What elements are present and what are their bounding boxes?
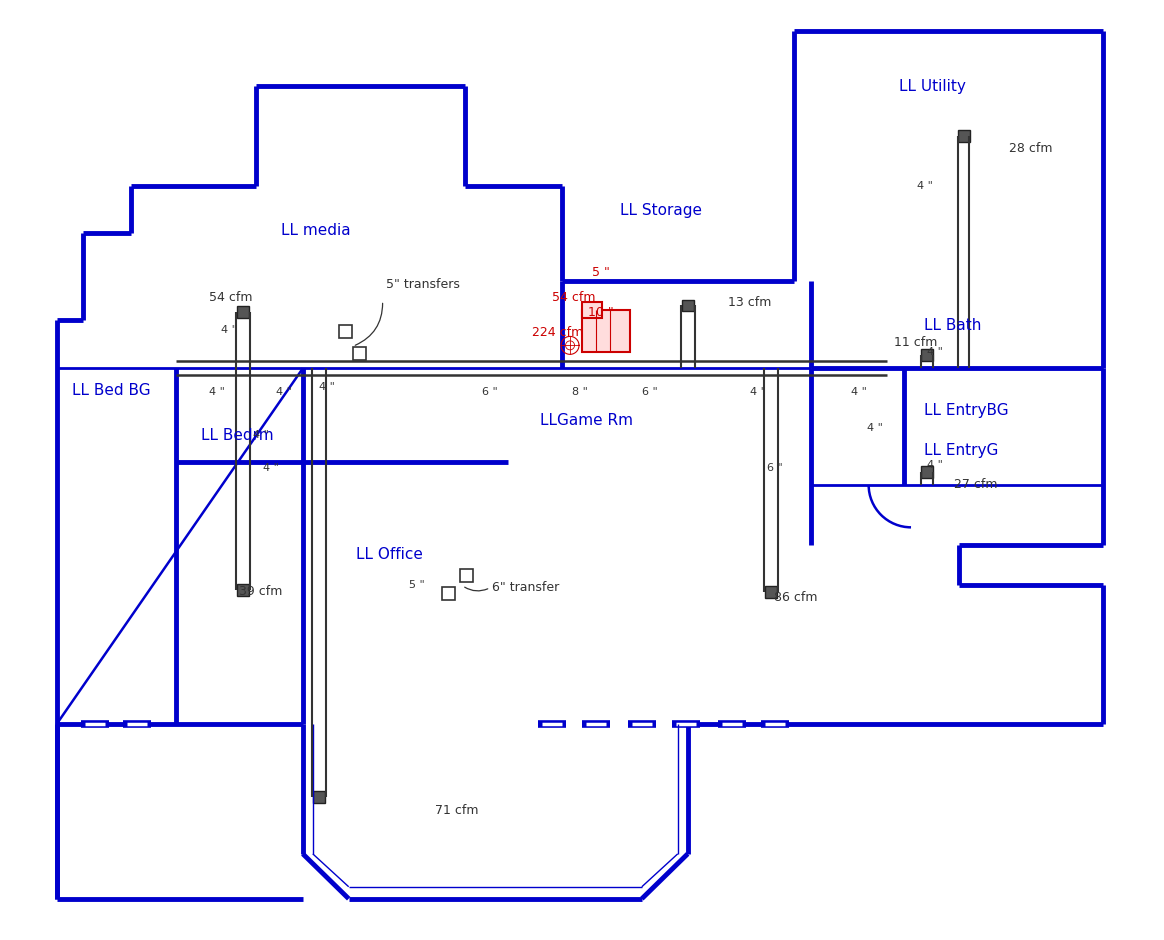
Text: 4 ": 4 " xyxy=(917,180,932,191)
Text: 4 ": 4 " xyxy=(210,387,225,398)
Text: 224 cfm: 224 cfm xyxy=(532,326,583,339)
Text: 71 cfm: 71 cfm xyxy=(435,805,478,818)
Text: LL Bath: LL Bath xyxy=(924,318,981,333)
Text: 4 ": 4 " xyxy=(851,387,867,398)
Text: 6 ": 6 " xyxy=(767,463,783,473)
Bar xyxy=(442,587,455,600)
Bar xyxy=(921,466,934,478)
Text: 4 ": 4 " xyxy=(319,383,335,392)
Text: 10 ": 10 " xyxy=(588,306,613,319)
Text: 4 ": 4 " xyxy=(927,460,943,470)
Text: 4 ": 4 " xyxy=(276,387,292,398)
Bar xyxy=(766,586,778,598)
Text: 5" transfers: 5" transfers xyxy=(385,277,460,290)
Text: LL Office: LL Office xyxy=(356,547,423,562)
Bar xyxy=(921,350,934,361)
Text: 4 ": 4 " xyxy=(263,463,279,473)
Text: 54 cfm: 54 cfm xyxy=(552,291,596,304)
Text: 8 ": 8 " xyxy=(572,387,588,398)
Bar xyxy=(460,569,474,582)
Text: 39 cfm: 39 cfm xyxy=(239,585,283,598)
Text: LL EntryBG: LL EntryBG xyxy=(924,402,1009,417)
Text: 5 ": 5 " xyxy=(409,580,424,589)
Text: 4 ": 4 " xyxy=(221,325,237,336)
Bar xyxy=(682,300,694,311)
Text: 4 ": 4 " xyxy=(867,423,883,433)
Bar xyxy=(237,584,249,596)
Text: LLGame Rm: LLGame Rm xyxy=(540,413,633,428)
Text: 54 cfm: 54 cfm xyxy=(210,291,253,304)
Text: 28 cfm: 28 cfm xyxy=(1009,143,1052,155)
Text: 4 ": 4 " xyxy=(750,387,766,398)
Text: 5 ": 5 " xyxy=(592,266,610,279)
Text: LL EntryG: LL EntryG xyxy=(924,443,999,458)
Text: LL Bed BG: LL Bed BG xyxy=(71,383,150,398)
Text: 86 cfm: 86 cfm xyxy=(774,591,818,604)
Text: 6" transfer: 6" transfer xyxy=(492,581,560,594)
Text: LL media: LL media xyxy=(281,223,350,238)
Text: LL Storage: LL Storage xyxy=(620,203,702,218)
Text: 13 cfm: 13 cfm xyxy=(728,296,771,309)
Text: 27 cfm: 27 cfm xyxy=(953,478,998,492)
Bar xyxy=(353,348,365,360)
Text: 4 ": 4 " xyxy=(253,431,269,440)
Bar xyxy=(582,303,602,319)
Text: LL Bedrm: LL Bedrm xyxy=(201,428,274,443)
Text: 11 cfm: 11 cfm xyxy=(894,336,937,349)
Text: LL Utility: LL Utility xyxy=(899,79,966,94)
Text: 6 ": 6 " xyxy=(641,387,658,398)
Bar xyxy=(313,791,325,803)
Bar xyxy=(582,310,630,352)
Text: 4 ": 4 " xyxy=(927,348,943,357)
Text: 6 ": 6 " xyxy=(482,387,498,398)
Bar xyxy=(958,130,970,142)
Bar xyxy=(339,325,352,338)
Bar xyxy=(237,306,249,319)
